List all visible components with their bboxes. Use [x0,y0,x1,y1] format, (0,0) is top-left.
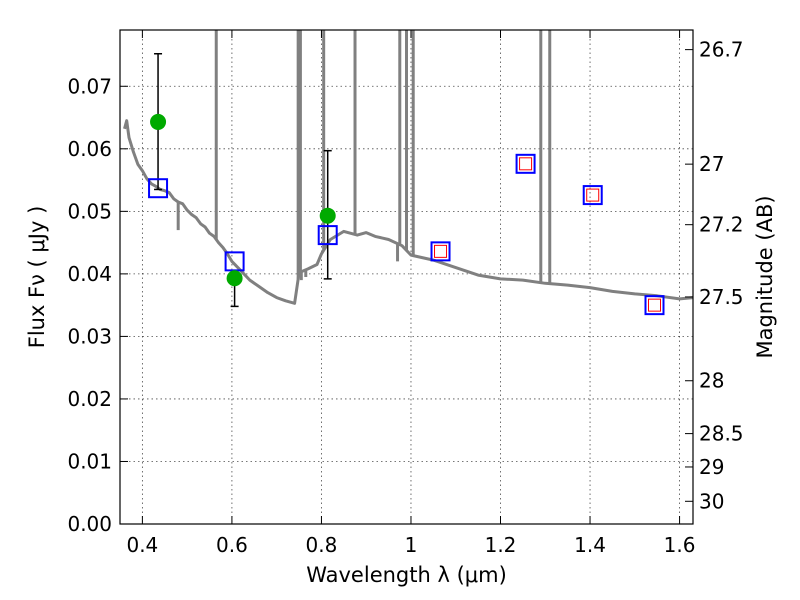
model-spectrum [123,30,694,305]
y-tick-label: 0.01 [67,449,112,473]
plot-frame [119,29,694,525]
y-axis-title-right: Magnitude (AB) [753,195,777,358]
y2-tick-label: 27 [699,152,724,176]
synthetic-flux-square [317,225,338,246]
y2-tick-label: 29 [699,455,724,479]
axis-ticks: 0.4 0.6 0.8 1 1.2 1.4 1.6 0.00 0.01 0.02 0.03 0.04 0… [67,30,744,557]
y2-tick-label: 28.5 [699,422,744,446]
y2-tick-label: 28 [699,369,724,393]
observed-flux-point [319,207,336,224]
y-axis-title-left: Flux Fν ( μJy ) [25,206,49,349]
x-axis-title: Wavelength λ (μm) [306,563,507,587]
y2-tick-label: 30 [699,489,724,513]
synthetic-flux-square [148,178,169,199]
synthetic-flux-square [430,241,451,262]
y-tick-label: 0.07 [67,74,112,98]
x-tick-label: 1 [405,533,418,557]
grid-lines [120,30,693,525]
x-tick-label: 1.4 [574,533,606,557]
data-points [148,53,665,316]
y-tick-label: 0.06 [67,137,112,161]
y-tick-label: 0.04 [67,262,112,286]
y2-tick-label: 27.5 [699,285,744,309]
synthetic-flux-square [582,185,603,206]
y-tick-label: 0.02 [67,387,112,411]
y2-tick-label: 26.7 [699,38,744,62]
x-tick-label: 0.6 [216,533,248,557]
y2-tick-label: 27.2 [699,213,744,237]
model-spectrum-line [123,119,694,305]
x-tick-label: 0.8 [306,533,338,557]
synthetic-flux-square [644,295,665,316]
x-tick-label: 1.6 [664,533,696,557]
y-tick-label: 0.03 [67,324,112,348]
synthetic-flux-inner-square [519,157,533,171]
observed-flux-point [150,113,167,130]
synthetic-flux-inner-square [434,244,448,258]
y-tick-label: 0.05 [67,199,112,223]
x-tick-label: 0.4 [126,533,158,557]
synthetic-flux-inner-square [586,188,600,202]
synthetic-flux-inner-square [648,298,662,312]
y-tick-label: 0.00 [67,512,112,536]
x-tick-label: 1.2 [485,533,517,557]
synthetic-flux-square [515,153,536,174]
observed-flux-point [226,270,243,287]
